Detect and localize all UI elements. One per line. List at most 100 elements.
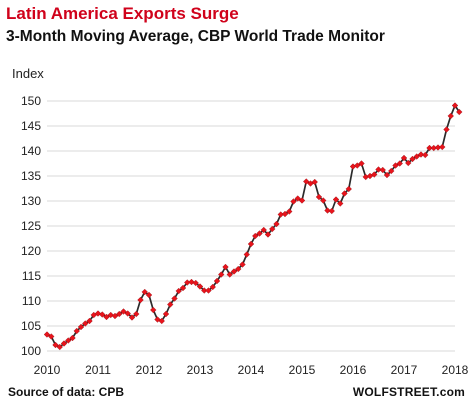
data-point [150,306,157,314]
data-point [188,278,195,286]
data-point [413,153,420,160]
x-tick-label: 2014 [238,363,265,377]
data-point [116,310,123,318]
data-point [405,159,412,167]
data-point [73,327,80,335]
data-point [239,261,246,268]
data-point [345,185,352,193]
data-point [315,193,323,201]
x-tick-label: 2017 [391,363,418,377]
data-point [443,126,450,133]
data-point [192,279,199,287]
data-point [320,197,327,204]
x-tick-label: 2011 [85,363,111,377]
data-point [196,283,204,290]
data-point [65,337,72,344]
data-point [371,171,378,178]
data-point [213,277,221,285]
data-point [205,287,212,294]
data-point [324,207,331,214]
x-tick-label: 2010 [34,363,61,377]
data-point [99,311,106,318]
x-tick-label: 2018 [442,363,469,377]
data-point [392,162,399,169]
data-point [162,310,170,318]
y-tick-label: 135 [21,169,41,183]
data-point [48,333,55,340]
x-tick-label: 2015 [289,363,316,377]
data-point [201,287,208,294]
chart-subtitle: 3-Month Moving Average, CBP World Trade … [6,28,385,45]
data-point [107,311,114,319]
data-point [69,334,76,342]
data-point [409,155,416,163]
data-point [94,310,102,317]
data-point [290,198,297,205]
data-point [82,320,89,327]
x-tick-label: 2016 [340,363,367,377]
source-note: Source of data: CPB [8,385,125,399]
data-point [354,162,361,169]
data-point [77,323,85,331]
data-point [417,151,425,158]
data-point [141,288,148,296]
data-point [137,296,144,304]
data-point [456,108,463,116]
data-point [362,173,369,181]
y-tick-label: 100 [21,344,41,358]
y-tick-label: 110 [22,294,41,308]
data-point [383,171,391,179]
data-point [103,313,110,321]
data-point [451,102,459,109]
data-point [128,314,136,321]
y-tick-label: 125 [21,219,41,233]
data-point [171,295,178,302]
data-point [447,112,454,120]
data-point [358,160,365,167]
data-point [328,207,335,215]
data-point [294,195,301,202]
data-point [158,317,165,325]
data-point [252,232,259,240]
data-point [264,231,272,238]
data-point [311,178,318,186]
data-point [379,166,386,174]
data-point [422,151,429,159]
data-point [400,154,408,162]
x-tick-label: 2013 [187,363,214,377]
data-point [56,343,63,351]
data-point [256,230,263,237]
data-point [52,341,59,349]
data-point [175,287,182,295]
data-point [111,312,119,320]
y-tick-label: 130 [21,194,41,208]
y-tick-label: 140 [21,144,41,158]
data-point [269,225,276,233]
data-point [439,143,446,151]
data-point [167,301,174,308]
data-point [235,265,242,273]
data-point [260,226,267,234]
y-tick-label: 150 [21,94,41,108]
data-point [230,268,238,275]
data-point [332,196,340,203]
data-point [247,240,255,248]
data-point [396,160,403,167]
y-axis-label: Index [12,66,44,81]
data-point [388,167,395,175]
data-point [243,251,250,258]
data-point [226,271,233,278]
data-point [43,331,51,338]
data-point [303,178,310,185]
data-point [426,144,433,152]
brand-label: WOLFSTREET.com [352,385,465,399]
y-tick-label: 115 [22,269,41,283]
y-tick-label: 105 [21,319,41,333]
data-point [179,284,187,292]
data-point [222,263,229,271]
data-point [120,308,127,315]
data-point [133,310,140,318]
data-point [273,220,280,228]
data-point [341,190,348,197]
